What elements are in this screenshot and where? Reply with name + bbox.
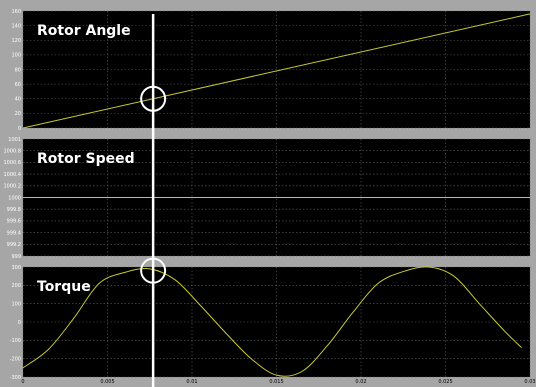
x-tick-label: 0.03 bbox=[524, 379, 535, 385]
y-tick-label: 200 bbox=[11, 283, 21, 289]
y-tick-label: -300 bbox=[10, 375, 21, 381]
x-tick-label: 0.02 bbox=[355, 379, 366, 385]
y-tick-label: 60 bbox=[15, 82, 21, 88]
y-tick-label: 1001 bbox=[8, 137, 21, 143]
y-tick-label: 1000.6 bbox=[4, 160, 22, 166]
y-tick-label: 100 bbox=[11, 53, 21, 59]
panel-title: Torque bbox=[37, 279, 91, 295]
y-tick-label: -200 bbox=[10, 356, 21, 362]
y-tick-label: 1000.8 bbox=[4, 149, 22, 155]
y-tick-label: 999.2 bbox=[7, 242, 21, 248]
y-tick-label: 1000 bbox=[8, 195, 21, 201]
panel-torque: -300 -200 -100 0 100 200 300 0 0.005 0.01 0.015 0.… bbox=[10, 265, 536, 385]
x-tick-label: 0.005 bbox=[100, 379, 114, 385]
y-tick-label: 0 bbox=[18, 320, 21, 326]
y-tick-label: 999.8 bbox=[7, 207, 21, 213]
panel-title: Rotor Speed bbox=[37, 151, 135, 167]
y-tick-label: 0 bbox=[18, 126, 21, 132]
y-tick-label: 1000.2 bbox=[4, 184, 22, 190]
x-tick-label: 0.01 bbox=[186, 379, 197, 385]
y-tick-label: 999.4 bbox=[7, 230, 21, 236]
x-tick-label: 0.025 bbox=[438, 379, 452, 385]
y-tick-label: 40 bbox=[15, 97, 21, 103]
x-tick-label: 0.015 bbox=[269, 379, 283, 385]
y-tick-label: 1000.4 bbox=[4, 172, 22, 178]
cursor-overlay bbox=[140, 14, 167, 387]
panel-rotor-speed: 999 999.2 999.4 999.6 999.8 1000 1000.2 1000.4 1… bbox=[4, 137, 531, 260]
y-tick-label: 160 bbox=[11, 9, 21, 15]
y-tick-label: 20 bbox=[15, 111, 21, 117]
y-tick-label: 100 bbox=[11, 301, 21, 307]
y-tick-label: 999 bbox=[11, 254, 21, 260]
y-tick-label: 140 bbox=[11, 23, 21, 29]
series-line bbox=[22, 13, 531, 129]
cursor-marker-circle bbox=[140, 85, 167, 112]
series-line bbox=[22, 266, 522, 377]
y-tick-label: 80 bbox=[15, 67, 21, 73]
panel-title: Rotor Angle bbox=[37, 23, 131, 39]
cursor-marker-circle bbox=[140, 257, 167, 284]
panel-rotor-angle: 0 20 40 60 80 100 120 140 160 Rotor Angle bbox=[11, 9, 531, 132]
y-tick-label: 300 bbox=[11, 265, 21, 271]
y-tick-label: -100 bbox=[10, 338, 21, 344]
y-tick-label: 120 bbox=[11, 38, 21, 44]
x-tick-label: 0 bbox=[21, 379, 24, 385]
y-tick-label: 999.6 bbox=[7, 219, 21, 225]
